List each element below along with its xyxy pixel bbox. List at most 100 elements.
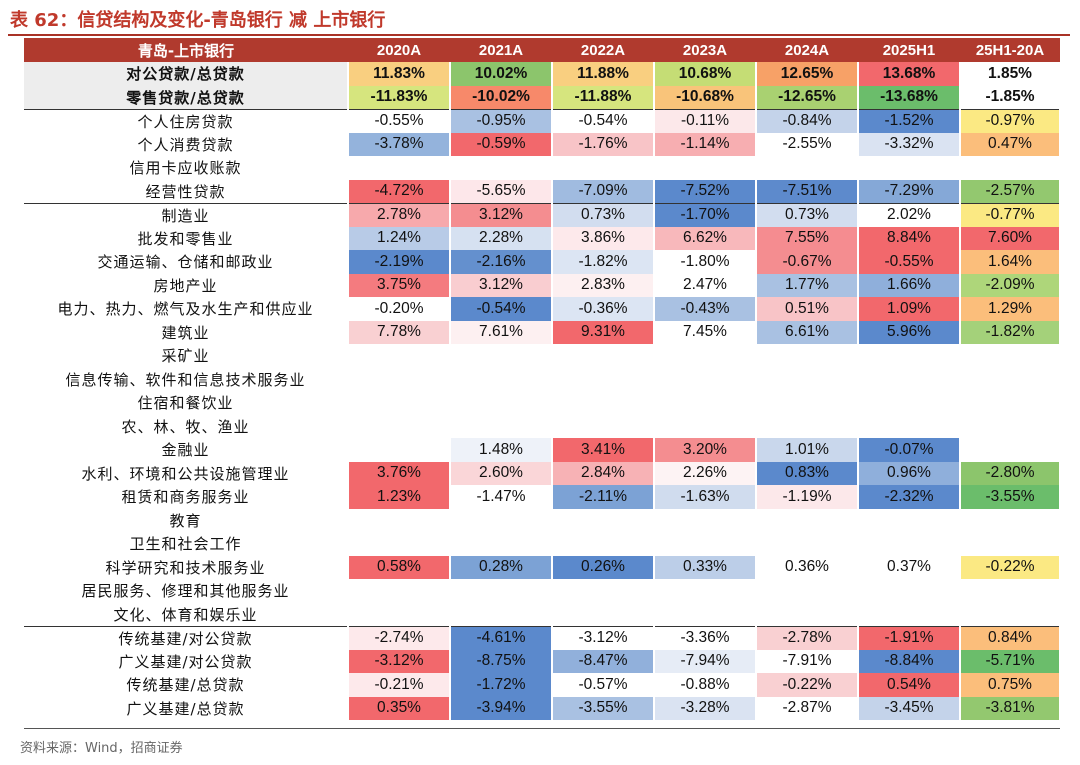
value-cell [551, 344, 655, 368]
value-cell: 3.20% [653, 438, 757, 462]
value-cell [347, 579, 451, 603]
value-cell: -8.47% [551, 649, 655, 673]
row-label: 租赁和商务服务业 [121, 488, 250, 507]
table-header: 青岛-上市银行 2020A 2021A 2022A 2023A 2024A 2025H1 25… [24, 38, 1060, 62]
value-cell [347, 344, 451, 368]
value-cell [551, 414, 655, 438]
value-cell: -2.11% [551, 485, 655, 509]
value-cell [959, 414, 1061, 438]
value-cell [653, 391, 757, 415]
value-cell: -0.59% [449, 132, 553, 156]
value-cell [857, 532, 961, 556]
value-cell: -2.74% [347, 625, 451, 650]
value-cell: 1.77% [755, 273, 859, 297]
value-cell: -0.11% [653, 108, 757, 133]
value-cell [347, 438, 451, 462]
table-row: 电力、热力、燃气及水生产和供应业 -0.20% -0.54% -0.36% -0.43%… [24, 297, 1061, 321]
value-cell: 0.51% [755, 297, 859, 321]
row-label: 制造业 [24, 202, 348, 227]
value-cell [347, 391, 451, 415]
value-cell: -5.65% [449, 179, 553, 203]
value-cell: -2.32% [857, 485, 961, 509]
row-label: 居民服务、修理和其他服务业 [81, 582, 290, 601]
value-cell: 6.62% [653, 226, 757, 250]
value-cell [347, 532, 451, 556]
value-cell [653, 156, 757, 180]
table-row: 建筑业 7.78% 7.61% 9.31% 7.45% 6.61% 5.96% -1.82% [24, 320, 1061, 344]
value-cell [653, 579, 757, 603]
table-row: 住宿和餐饮业 [24, 391, 1061, 415]
value-cell: 0.28% [449, 555, 553, 579]
table-row: 广义基建/对公贷款 -3.12% -8.75% -8.47% -7.94% -7.91% -… [24, 649, 1061, 673]
table-row: 居民服务、修理和其他服务业 [24, 579, 1061, 603]
value-cell: 0.35% [347, 696, 451, 720]
row-label: 房地产业 [153, 276, 218, 295]
value-cell: -1.52% [857, 108, 961, 133]
table-row: 个人住房贷款 -0.55% -0.95% -0.54% -0.11% -0.84% -1.5… [24, 108, 1061, 133]
value-cell: -10.68% [653, 85, 757, 109]
value-cell [959, 367, 1061, 391]
credit-structure-table: 青岛-上市银行 2020A 2021A 2022A 2023A 2024A 2025H1 25… [24, 38, 1061, 720]
header-period-cell: 2025H1 [858, 38, 960, 62]
value-cell: 1.29% [959, 297, 1061, 321]
value-cell: -2.80% [959, 461, 1061, 485]
value-cell [449, 367, 553, 391]
value-cell: -3.12% [551, 625, 655, 650]
header-period-cell: 2020A [348, 38, 450, 62]
table-row: 经营性贷款 -4.72% -5.65% -7.09% -7.52% -7.51% -7.29… [24, 179, 1061, 203]
value-cell [755, 344, 859, 368]
value-cell: 9.31% [551, 320, 655, 344]
value-cell: 0.54% [857, 673, 961, 697]
row-label: 电力、热力、燃气及水生产和供应业 [57, 300, 314, 319]
value-cell: -4.61% [449, 625, 553, 650]
value-cell: -0.54% [551, 108, 655, 133]
value-cell: -1.70% [653, 202, 757, 227]
header-period-cell: 25H1-20A [960, 38, 1060, 62]
value-cell: 2.83% [551, 273, 655, 297]
value-cell [857, 367, 961, 391]
value-cell: -2.19% [347, 250, 451, 274]
value-cell: -3.12% [347, 649, 451, 673]
table-row: 农、林、牧、渔业 [24, 414, 1061, 438]
table-row: 传统基建/对公贷款 -2.74% -4.61% -3.12% -3.36% -2.78% -… [24, 625, 1061, 650]
value-cell: 0.83% [755, 461, 859, 485]
table-row: 科学研究和技术服务业 0.58% 0.28% 0.26% 0.33% 0.36% 0.37%… [24, 555, 1061, 579]
table-row: 金融业 1.48% 3.41% 3.20% 1.01% -0.07% [24, 438, 1061, 462]
row-label: 信用卡应收账款 [129, 159, 242, 178]
value-cell: -1.85% [959, 85, 1061, 109]
table-row: 房地产业 3.75% 3.12% 2.83% 2.47% 1.77% 1.66% -2.09% [24, 273, 1061, 297]
value-cell [653, 532, 757, 556]
value-cell [857, 414, 961, 438]
value-cell [551, 508, 655, 532]
value-cell: 1.66% [857, 273, 961, 297]
value-cell [449, 579, 553, 603]
value-cell [755, 367, 859, 391]
value-cell: 1.23% [347, 485, 451, 509]
value-cell: -4.72% [347, 179, 451, 203]
value-cell [959, 391, 1061, 415]
row-label: 对公贷款/总贷款 [24, 62, 348, 86]
row-label: 金融业 [161, 441, 210, 460]
value-cell: 2.26% [653, 461, 757, 485]
table-row: 交通运输、仓储和邮政业 -2.19% -2.16% -1.82% -1.80% -0.67… [24, 250, 1061, 274]
value-cell [857, 602, 961, 626]
table-row: 批发和零售业 1.24% 2.28% 3.86% 6.62% 7.55% 8.84% 7.60… [24, 226, 1061, 250]
value-cell [959, 156, 1061, 180]
value-cell: -1.91% [857, 625, 961, 650]
value-cell: -1.63% [653, 485, 757, 509]
value-cell: 1.48% [449, 438, 553, 462]
value-cell [347, 508, 451, 532]
table-row: 租赁和商务服务业 1.23% -1.47% -2.11% -1.63% -1.19% -2.… [24, 485, 1061, 509]
value-cell: -2.55% [755, 132, 859, 156]
value-cell: -0.55% [347, 108, 451, 133]
value-cell: 11.83% [347, 62, 451, 86]
header-period-cell: 2022A [552, 38, 654, 62]
value-cell: 7.61% [449, 320, 553, 344]
value-cell: 6.61% [755, 320, 859, 344]
row-label: 经营性贷款 [145, 182, 226, 201]
row-label: 建筑业 [161, 323, 210, 342]
row-label: 广义基建/总贷款 [126, 699, 245, 718]
title-divider [8, 34, 1070, 36]
page-title: 表 62：信贷结构及变化-青岛银行 减 上市银行 [10, 10, 386, 31]
value-cell: -0.97% [959, 108, 1061, 133]
